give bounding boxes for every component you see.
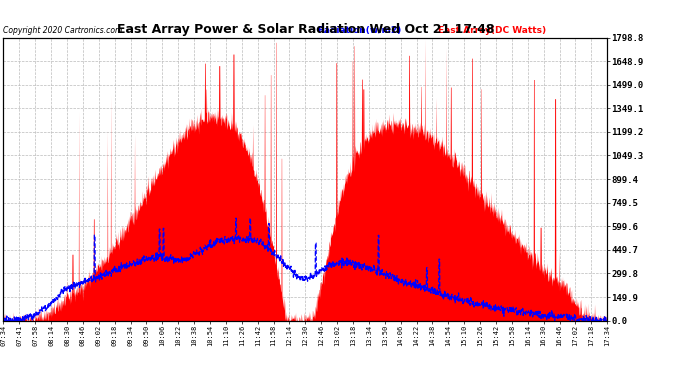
Text: Radiation(w/m2): Radiation(w/m2) <box>317 26 402 34</box>
Title: East Array Power & Solar Radiation Wed Oct 21 17:48: East Array Power & Solar Radiation Wed O… <box>117 23 494 36</box>
Text: Copyright 2020 Cartronics.com: Copyright 2020 Cartronics.com <box>3 26 123 34</box>
Text: East Array(DC Watts): East Array(DC Watts) <box>438 26 546 34</box>
